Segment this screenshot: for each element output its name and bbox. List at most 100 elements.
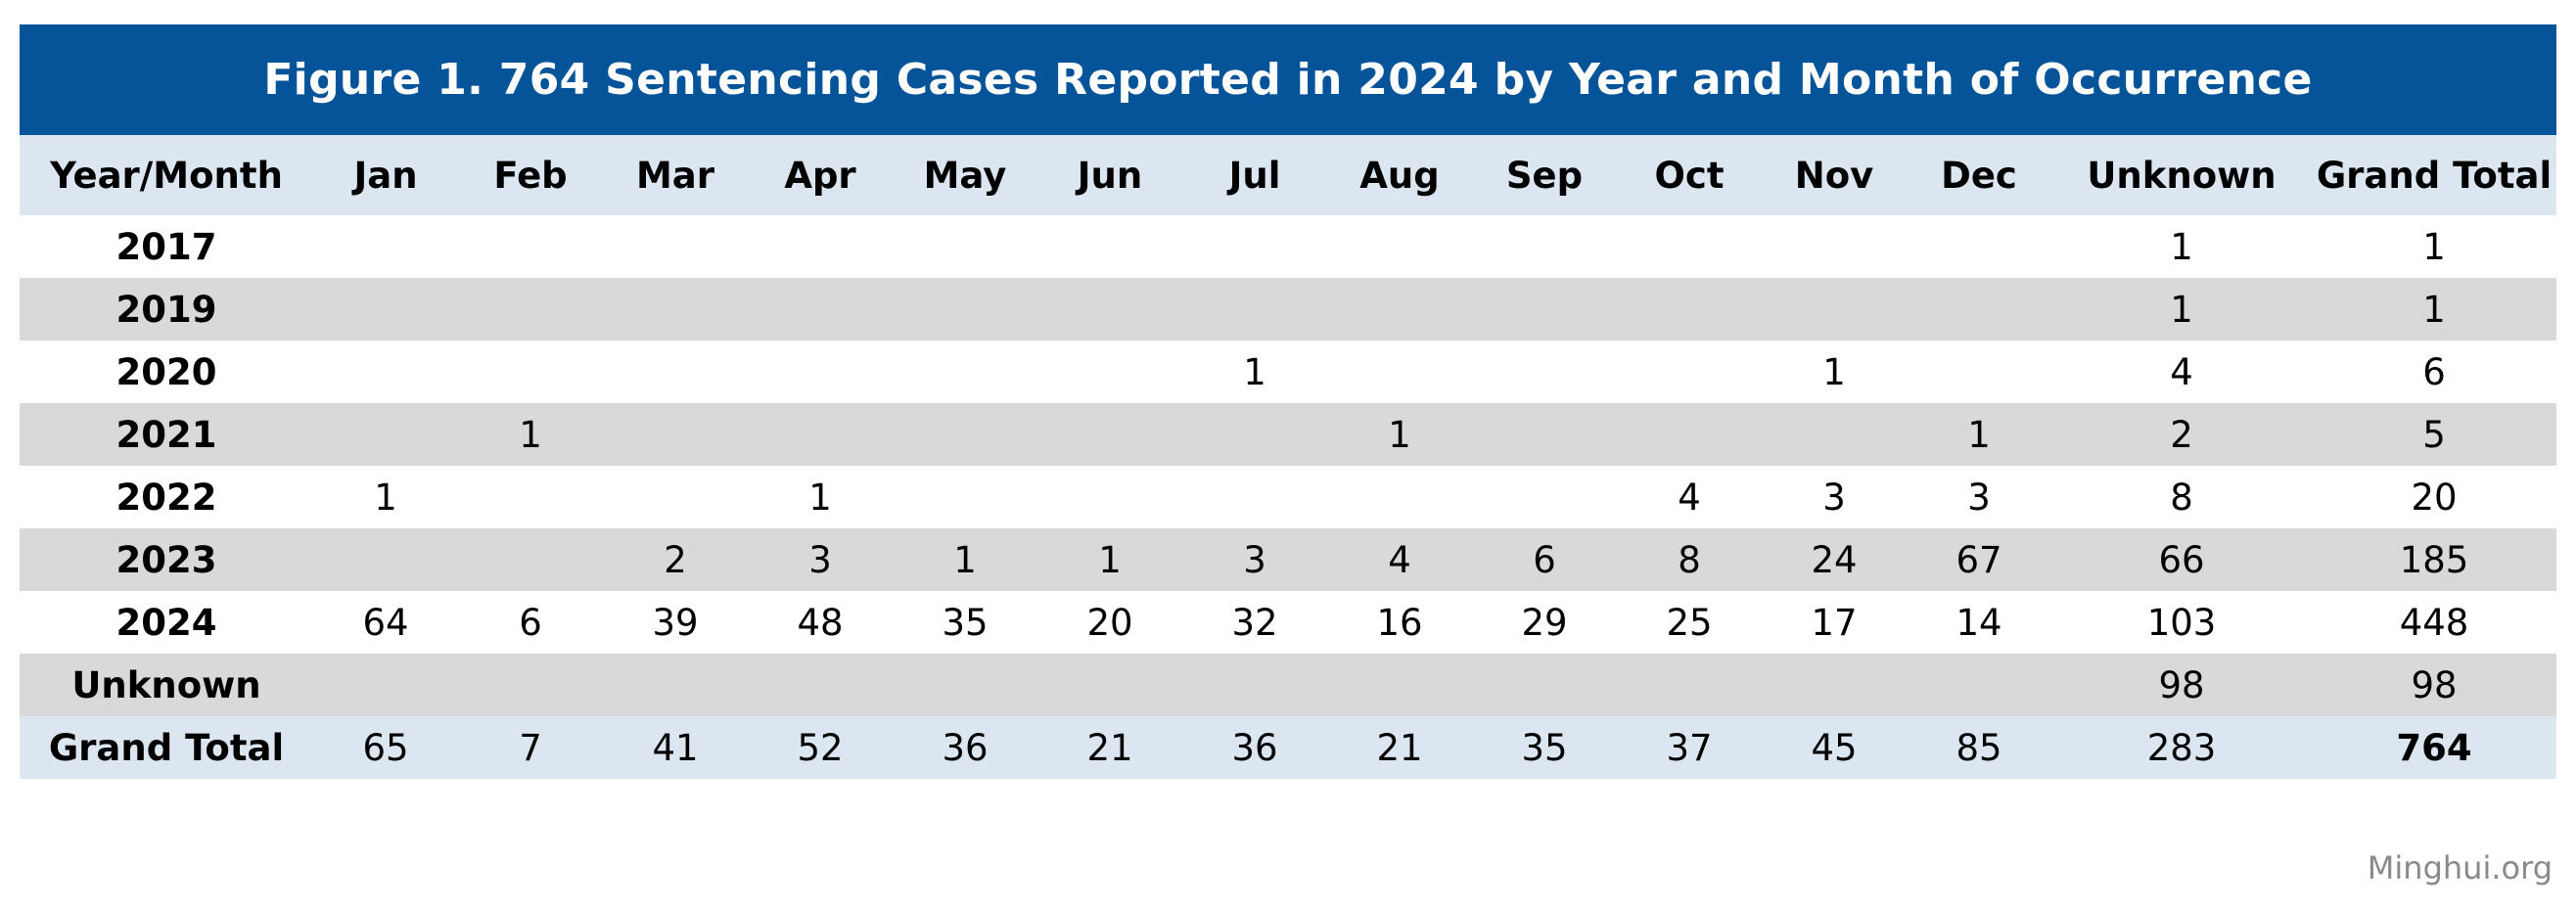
table-cell: 6 <box>1533 538 1556 581</box>
table-cell: 7 <box>519 726 542 769</box>
table-cell: 6 <box>2422 350 2446 393</box>
table-row: 2021 1 1 1 2 5 <box>20 403 2556 466</box>
table-cell <box>1617 278 1762 340</box>
table-cell: 35 <box>1521 726 1568 769</box>
table-cell <box>748 215 893 278</box>
header-row: Year/Month Jan Feb Mar Apr May Jun Jul A… <box>20 135 2556 215</box>
table-cell: 1 <box>953 538 977 581</box>
header-oct: Oct <box>1654 154 1725 197</box>
table-cell: 1 <box>2170 288 2193 331</box>
table-cell <box>1907 215 2051 278</box>
table-cell <box>1907 340 2051 403</box>
table-cell: 4 <box>2170 350 2193 393</box>
table-cell <box>1037 403 1182 466</box>
table-cell: 36 <box>942 726 989 769</box>
table-cell <box>1327 340 1472 403</box>
row-label: 2021 <box>115 413 217 456</box>
header-nov: Nov <box>1794 154 1874 197</box>
table-cell: 2 <box>664 538 687 581</box>
table-cell <box>1472 278 1617 340</box>
row-label: 2022 <box>115 476 217 519</box>
table-cell <box>1327 466 1472 528</box>
table-cell: 24 <box>1811 538 1858 581</box>
table-cell: 1 <box>519 413 542 456</box>
table-cell <box>1762 403 1907 466</box>
table-cell <box>1907 654 2051 716</box>
table-cell <box>1037 215 1182 278</box>
table-cell: 5 <box>2422 413 2446 456</box>
table-cell: 98 <box>2158 663 2205 706</box>
table-cell: 25 <box>1666 601 1713 644</box>
table-cell: 4 <box>1678 476 1701 519</box>
table-cell <box>1182 403 1327 466</box>
table-cell: 35 <box>942 601 989 644</box>
table-cell: 1 <box>1243 350 1266 393</box>
table-cell: 67 <box>1955 538 2002 581</box>
table-cell: 103 <box>2146 601 2217 644</box>
table-cell: 14 <box>1955 601 2002 644</box>
table-cell: 1 <box>1967 413 1991 456</box>
table-cell: 1 <box>1822 350 1846 393</box>
table-cell: 2 <box>2170 413 2193 456</box>
table-cell: 98 <box>2411 663 2458 706</box>
table-cell <box>1182 654 1327 716</box>
table-cell: 64 <box>362 601 409 644</box>
table-cell <box>1327 654 1472 716</box>
table-cell <box>748 403 893 466</box>
table-cell <box>893 340 1037 403</box>
table-cell <box>1617 654 1762 716</box>
header-feb: Feb <box>493 154 568 197</box>
table-cell: 1 <box>2422 288 2446 331</box>
table-cell <box>1472 466 1617 528</box>
table-cell: 85 <box>1955 726 2002 769</box>
table-cell <box>313 215 458 278</box>
table-cell: 3 <box>1243 538 1266 581</box>
figure: Figure 1. 764 Sentencing Cases Reported … <box>20 24 2556 779</box>
table-cell: 52 <box>797 726 844 769</box>
table-cell <box>458 340 603 403</box>
table-cell <box>1472 654 1617 716</box>
table-row: 2019 1 1 <box>20 278 2556 340</box>
table-cell: 21 <box>1376 726 1423 769</box>
table-cell <box>1037 654 1182 716</box>
row-label: 2024 <box>115 601 217 644</box>
table-cell <box>1907 278 2051 340</box>
table-cell: 65 <box>362 726 409 769</box>
table-cell: 21 <box>1086 726 1133 769</box>
table-cell: 4 <box>1388 538 1411 581</box>
table-cell: 1 <box>2422 225 2446 268</box>
table-cell <box>893 403 1037 466</box>
table-cell <box>1472 340 1617 403</box>
table-cell <box>748 278 893 340</box>
table-cell: 3 <box>808 538 832 581</box>
sentencing-table: Year/Month Jan Feb Mar Apr May Jun Jul A… <box>20 135 2556 779</box>
table-cell: 36 <box>1231 726 1278 769</box>
table-cell: 48 <box>797 601 844 644</box>
table-cell: 1 <box>1098 538 1122 581</box>
figure-title: Figure 1. 764 Sentencing Cases Reported … <box>20 24 2556 135</box>
table-cell <box>1617 215 1762 278</box>
table-cell: 6 <box>519 601 542 644</box>
table-cell <box>1037 278 1182 340</box>
source-credit: Minghui.org <box>2367 849 2553 886</box>
table-cell <box>1327 278 1472 340</box>
table-cell <box>1037 466 1182 528</box>
table-cell <box>1182 278 1327 340</box>
table-cell: 283 <box>2146 726 2217 769</box>
table-cell <box>748 654 893 716</box>
table-cell: 1 <box>1388 413 1411 456</box>
header-unknown: Unknown <box>2087 154 2277 197</box>
table-cell <box>1762 278 1907 340</box>
row-label: 2017 <box>115 225 217 268</box>
table-cell: 45 <box>1811 726 1858 769</box>
table-row: 2020 1 1 4 6 <box>20 340 2556 403</box>
header-mar: Mar <box>635 154 715 197</box>
table-cell <box>893 654 1037 716</box>
table-cell <box>893 278 1037 340</box>
table-row: Unknown 98 98 <box>20 654 2556 716</box>
header-apr: Apr <box>784 154 856 197</box>
table-cell: 37 <box>1666 726 1713 769</box>
table-cell <box>1762 654 1907 716</box>
table-cell: 41 <box>652 726 699 769</box>
table-cell <box>603 215 748 278</box>
